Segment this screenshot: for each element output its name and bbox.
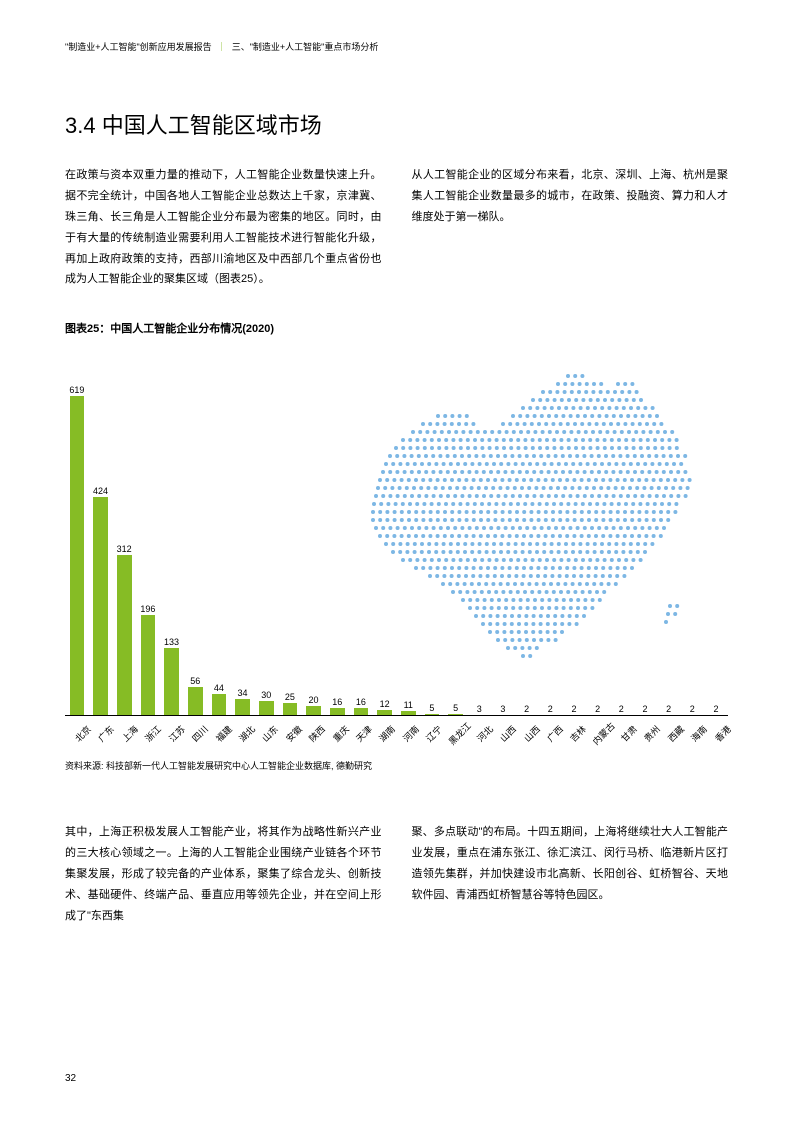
- chart-title: 图表25：中国人工智能企业分布情况(2020): [65, 320, 728, 336]
- bar-value: 3: [477, 704, 482, 714]
- bar-value: 44: [214, 683, 224, 693]
- bar-value: 2: [548, 704, 553, 714]
- bar-value: 133: [164, 637, 179, 647]
- bar-value: 619: [69, 385, 84, 395]
- bar-rect: [164, 648, 179, 717]
- bar-item: 12: [373, 699, 397, 716]
- bar-item: 20: [302, 695, 326, 716]
- bar-value: 2: [666, 704, 671, 714]
- bar-value: 20: [309, 695, 319, 705]
- bar-item: 133: [160, 637, 184, 717]
- bar-item: 34: [231, 688, 255, 717]
- bar-item: 619: [65, 385, 89, 716]
- header-left: "制造业+人工智能"创新应用发展报告: [65, 42, 212, 52]
- bar-value: 424: [93, 486, 108, 496]
- bar-rect: [93, 497, 108, 716]
- bar-value: 56: [190, 676, 200, 686]
- bar-item: 16: [325, 697, 349, 716]
- bar-chart: 619 424 312 196 133 56 44 34 30 25 20 16 16 12 11 5 5 3 3 2…: [65, 356, 728, 751]
- bar-value: 11: [404, 700, 413, 710]
- bar-value: 12: [380, 699, 390, 709]
- bar-item: 196: [136, 604, 160, 716]
- bar-item: 5: [420, 703, 444, 717]
- intro-columns: 在政策与资本双重力量的推动下，人工智能企业数量快速上升。据不完全统计，中国各地人…: [65, 165, 728, 290]
- chart-area: 619 424 312 196 133 56 44 34 30 25 20 16 16 12 11 5 5 3 3 2…: [65, 356, 728, 751]
- bar-item: 44: [207, 683, 231, 717]
- intro-left: 在政策与资本双重力量的推动下，人工智能企业数量快速上升。据不完全统计，中国各地人…: [65, 165, 382, 290]
- chart-source: 资料来源: 科技部新一代人工智能发展研究中心人工智能企业数据库, 德勤研究: [65, 759, 728, 772]
- bottom-left: 其中，上海正积极发展人工智能产业，将其作为战略性新兴产业的三大核心领域之一。上海…: [65, 822, 382, 926]
- section-title: 3.4 中国人工智能区域市场: [65, 108, 728, 140]
- bar-rect: [235, 699, 250, 717]
- bar-value: 2: [595, 704, 600, 714]
- bar-value: 16: [356, 697, 366, 707]
- bar-value: 2: [571, 704, 576, 714]
- bar-value: 196: [140, 604, 155, 614]
- bar-value: 2: [690, 704, 695, 714]
- bar-value: 16: [332, 697, 342, 707]
- intro-right: 从人工智能企业的区域分布来看，北京、深圳、上海、杭州是聚集人工智能企业数量最多的…: [412, 165, 729, 290]
- bottom-columns: 其中，上海正积极发展人工智能产业，将其作为战略性新兴产业的三大核心领域之一。上海…: [65, 822, 728, 926]
- bar-item: 11: [396, 700, 420, 717]
- bar-value: 34: [238, 688, 248, 698]
- bar-item: 312: [112, 544, 136, 716]
- header-separator: ｜: [217, 42, 226, 52]
- bar-value: 30: [261, 690, 271, 700]
- bar-value: 25: [285, 692, 295, 702]
- bar-rect: [188, 687, 203, 716]
- bar-value: 2: [713, 704, 718, 714]
- page-header: "制造业+人工智能"创新应用发展报告 ｜ 三、"制造业+人工智能"重点市场分析: [65, 40, 728, 53]
- bar-rect: [117, 555, 132, 716]
- bar-rect: [259, 701, 274, 717]
- bar-item: 16: [349, 697, 373, 716]
- bar-value: 3: [500, 704, 505, 714]
- bar-rect: [212, 694, 227, 717]
- page-number: 32: [65, 1073, 76, 1084]
- bar-value: 2: [524, 704, 529, 714]
- bar-label: 香港: [705, 717, 744, 756]
- bar-item: 424: [89, 486, 113, 716]
- bar-rect: [141, 615, 156, 716]
- bar-value: 5: [453, 703, 458, 713]
- bar-rect: [70, 396, 85, 716]
- bar-item: 5: [444, 703, 468, 717]
- header-right: 三、"制造业+人工智能"重点市场分析: [232, 42, 379, 52]
- bar-item: 30: [254, 690, 278, 717]
- bar-value: 2: [642, 704, 647, 714]
- bottom-right: 聚、多点联动"的布局。十四五期间，上海将继续壮大人工智能产业发展，重点在浦东张江…: [412, 822, 729, 926]
- bar-value: 312: [117, 544, 132, 554]
- bar-item: 25: [278, 692, 302, 716]
- bar-item: 56: [183, 676, 207, 716]
- bar-value: 5: [429, 703, 434, 713]
- bar-value: 2: [619, 704, 624, 714]
